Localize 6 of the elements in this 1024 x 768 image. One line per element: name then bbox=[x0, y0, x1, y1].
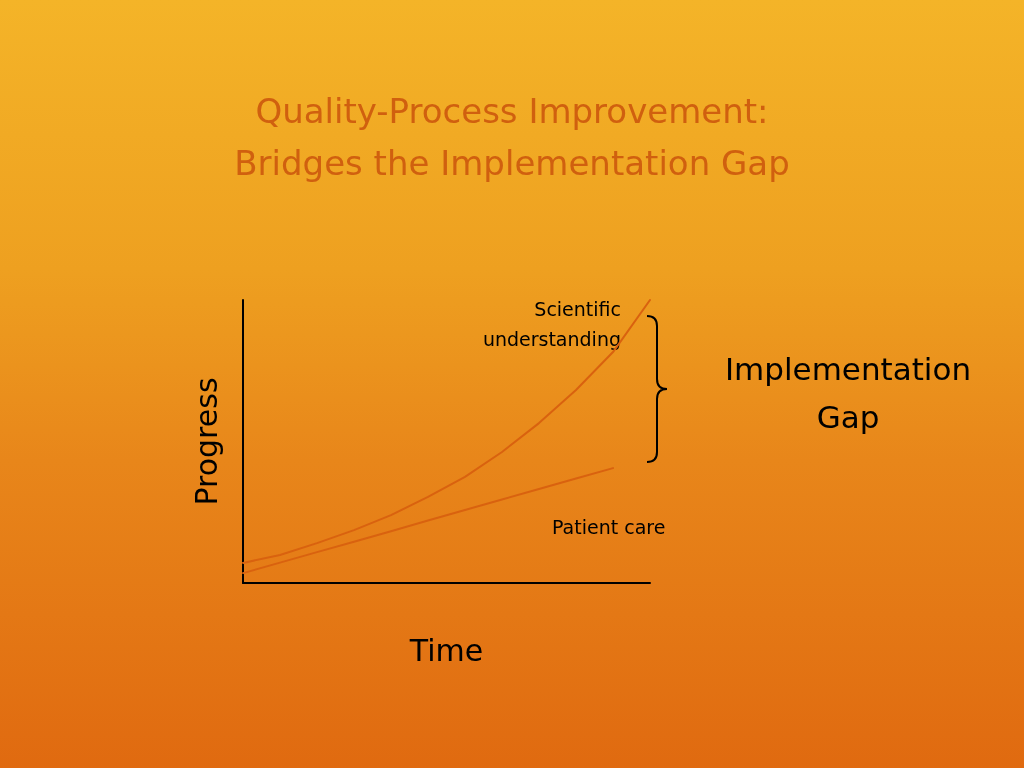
text: Implementation Gap bbox=[724, 351, 972, 435]
series-label: Scientific understanding bbox=[482, 298, 621, 350]
x-axis-title: Time bbox=[408, 632, 484, 668]
chart-title: Quality-Process Improvement: Bridges the Implementation Gap bbox=[234, 91, 790, 183]
series-label: Patient care bbox=[552, 515, 666, 538]
y-axis-title: Progress bbox=[188, 377, 224, 506]
